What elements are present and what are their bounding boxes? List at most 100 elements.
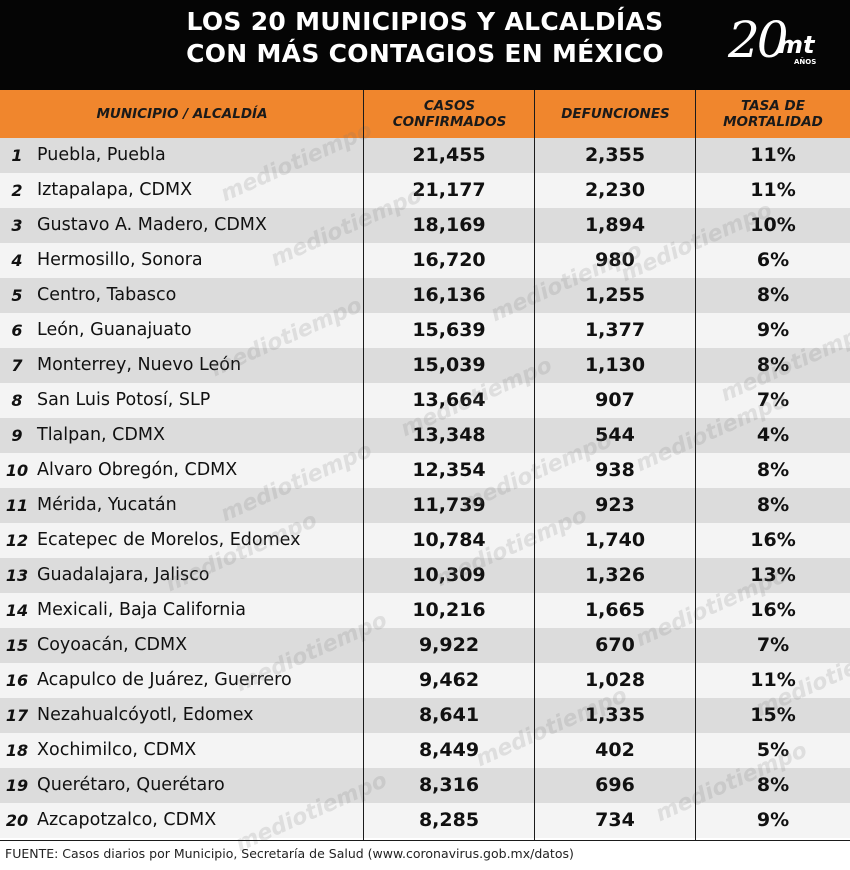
- rank-cell: 17: [5, 706, 29, 725]
- defunciones-cell: 544: [595, 424, 635, 446]
- defunciones-cell: 402: [595, 739, 635, 761]
- column-divider: [534, 90, 535, 840]
- defunciones-cell: 734: [595, 809, 635, 831]
- rank-cell: 14: [5, 601, 29, 620]
- tasa-cell: 8%: [756, 459, 790, 481]
- table-row: 8 San Luis Potosí, SLP 13,664 907 7%: [0, 383, 850, 418]
- casos-cell: 8,316: [418, 774, 480, 796]
- casos-cell: 18,169: [412, 214, 486, 236]
- tasa-cell: 13%: [750, 564, 796, 586]
- defunciones-cell: 2,230: [584, 179, 646, 201]
- tasa-cell: 11%: [750, 144, 796, 166]
- municipio-cell: Ecatepec de Morelos, Edomex: [37, 530, 301, 550]
- table-row: 18 Xochimilco, CDMX 8,449 402 5%: [0, 733, 850, 768]
- title-line-1: LOS 20 MUNICIPIOS Y ALCALDÍAS: [186, 7, 664, 36]
- casos-cell: 10,216: [412, 599, 486, 621]
- title-line-2: CON MÁS CONTAGIOS EN MÉXICO: [186, 39, 664, 68]
- municipio-cell: Coyoacán, CDMX: [37, 635, 188, 655]
- defunciones-cell: 1,335: [584, 704, 646, 726]
- defunciones-cell: 1,665: [584, 599, 646, 621]
- table-row: 3 Gustavo A. Madero, CDMX 18,169 1,894 10%: [0, 208, 850, 243]
- logo-number: 20: [728, 11, 789, 69]
- municipio-cell: Hermosillo, Sonora: [37, 250, 203, 270]
- municipio-cell: Centro, Tabasco: [37, 285, 177, 305]
- municipio-cell: Querétaro, Querétaro: [37, 775, 225, 795]
- logo-brand: mt: [778, 31, 815, 59]
- table-row: 17 Nezahualcóyotl, Edomex 8,641 1,335 15%: [0, 698, 850, 733]
- rank-cell: 8: [11, 391, 23, 410]
- rank-cell: 3: [11, 216, 23, 235]
- rank-cell: 5: [11, 286, 23, 305]
- tasa-cell: 5%: [756, 739, 790, 761]
- tasa-cell: 11%: [750, 669, 796, 691]
- casos-cell: 16,720: [412, 249, 486, 271]
- rank-cell: 12: [5, 531, 29, 550]
- tasa-cell: 8%: [756, 774, 790, 796]
- municipio-cell: Alvaro Obregón, CDMX: [37, 460, 238, 480]
- column-header-defunciones: DEFUNCIONES: [561, 106, 670, 122]
- table-row: 6 León, Guanajuato 15,639 1,377 9%: [0, 313, 850, 348]
- casos-cell: 15,039: [412, 354, 486, 376]
- tasa-cell: 7%: [756, 389, 790, 411]
- tasa-cell: 15%: [750, 704, 796, 726]
- rank-cell: 9: [11, 426, 23, 445]
- municipio-cell: Puebla, Puebla: [37, 145, 166, 165]
- rank-cell: 4: [11, 251, 23, 270]
- casos-cell: 8,285: [418, 809, 480, 831]
- column-header-casos: CASOS CONFIRMADOS: [392, 98, 507, 130]
- rank-cell: 7: [11, 356, 23, 375]
- rank-cell: 1: [11, 146, 23, 165]
- casos-cell: 11,739: [412, 494, 486, 516]
- casos-cell: 21,455: [412, 144, 486, 166]
- defunciones-cell: 907: [595, 389, 635, 411]
- table-row: 1 Puebla, Puebla 21,455 2,355 11%: [0, 138, 850, 173]
- casos-cell: 9,462: [418, 669, 480, 691]
- table-row: 15 Coyoacán, CDMX 9,922 670 7%: [0, 628, 850, 663]
- table-row: 10 Alvaro Obregón, CDMX 12,354 938 8%: [0, 453, 850, 488]
- municipio-cell: Nezahualcóyotl, Edomex: [37, 705, 254, 725]
- defunciones-cell: 980: [595, 249, 635, 271]
- table-row: 16 Acapulco de Juárez, Guerrero 9,462 1,028…: [0, 663, 850, 698]
- rank-cell: 20: [5, 811, 29, 830]
- casos-cell: 21,177: [412, 179, 486, 201]
- tasa-cell: 6%: [756, 249, 790, 271]
- tasa-cell: 8%: [756, 284, 790, 306]
- rank-cell: 13: [5, 566, 29, 585]
- rank-cell: 2: [11, 181, 23, 200]
- rank-cell: 19: [5, 776, 29, 795]
- column-divider: [695, 90, 696, 840]
- defunciones-cell: 1,326: [584, 564, 646, 586]
- table-row: 13 Guadalajara, Jalisco 10,309 1,326 13%: [0, 558, 850, 593]
- table-row: 19 Querétaro, Querétaro 8,316 696 8%: [0, 768, 850, 803]
- municipio-cell: Gustavo A. Madero, CDMX: [37, 215, 267, 235]
- tasa-cell: 16%: [750, 529, 796, 551]
- defunciones-cell: 1,130: [584, 354, 646, 376]
- municipio-cell: Mexicali, Baja California: [37, 600, 246, 620]
- table-row: 14 Mexicali, Baja California 10,216 1,665 16…: [0, 593, 850, 628]
- municipio-cell: Monterrey, Nuevo León: [37, 355, 242, 375]
- casos-cell: 9,922: [418, 634, 480, 656]
- tasa-cell: 8%: [756, 494, 790, 516]
- tasa-cell: 7%: [756, 634, 790, 656]
- casos-cell: 15,639: [412, 319, 486, 341]
- table-row: 11 Mérida, Yucatán 11,739 923 8%: [0, 488, 850, 523]
- rank-cell: 10: [5, 461, 29, 480]
- casos-cell: 13,664: [412, 389, 486, 411]
- defunciones-cell: 2,355: [584, 144, 646, 166]
- footer-divider: [0, 840, 850, 841]
- table-row: 2 Iztapalapa, CDMX 21,177 2,230 11%: [0, 173, 850, 208]
- table-row: 7 Monterrey, Nuevo León 15,039 1,130 8%: [0, 348, 850, 383]
- source-note: FUENTE: Casos diarios por Municipio, Sec…: [5, 846, 574, 861]
- municipio-cell: Tlalpan, CDMX: [37, 425, 165, 445]
- casos-cell: 13,348: [412, 424, 486, 446]
- tasa-cell: 10%: [750, 214, 796, 236]
- table-row: 12 Ecatepec de Morelos, Edomex 10,784 1,740…: [0, 523, 850, 558]
- rank-cell: 16: [5, 671, 29, 690]
- municipio-cell: Mérida, Yucatán: [37, 495, 177, 515]
- defunciones-cell: 1,255: [584, 284, 646, 306]
- tasa-cell: 9%: [756, 319, 790, 341]
- tasa-cell: 16%: [750, 599, 796, 621]
- defunciones-cell: 923: [595, 494, 635, 516]
- casos-cell: 16,136: [412, 284, 486, 306]
- casos-cell: 10,309: [412, 564, 486, 586]
